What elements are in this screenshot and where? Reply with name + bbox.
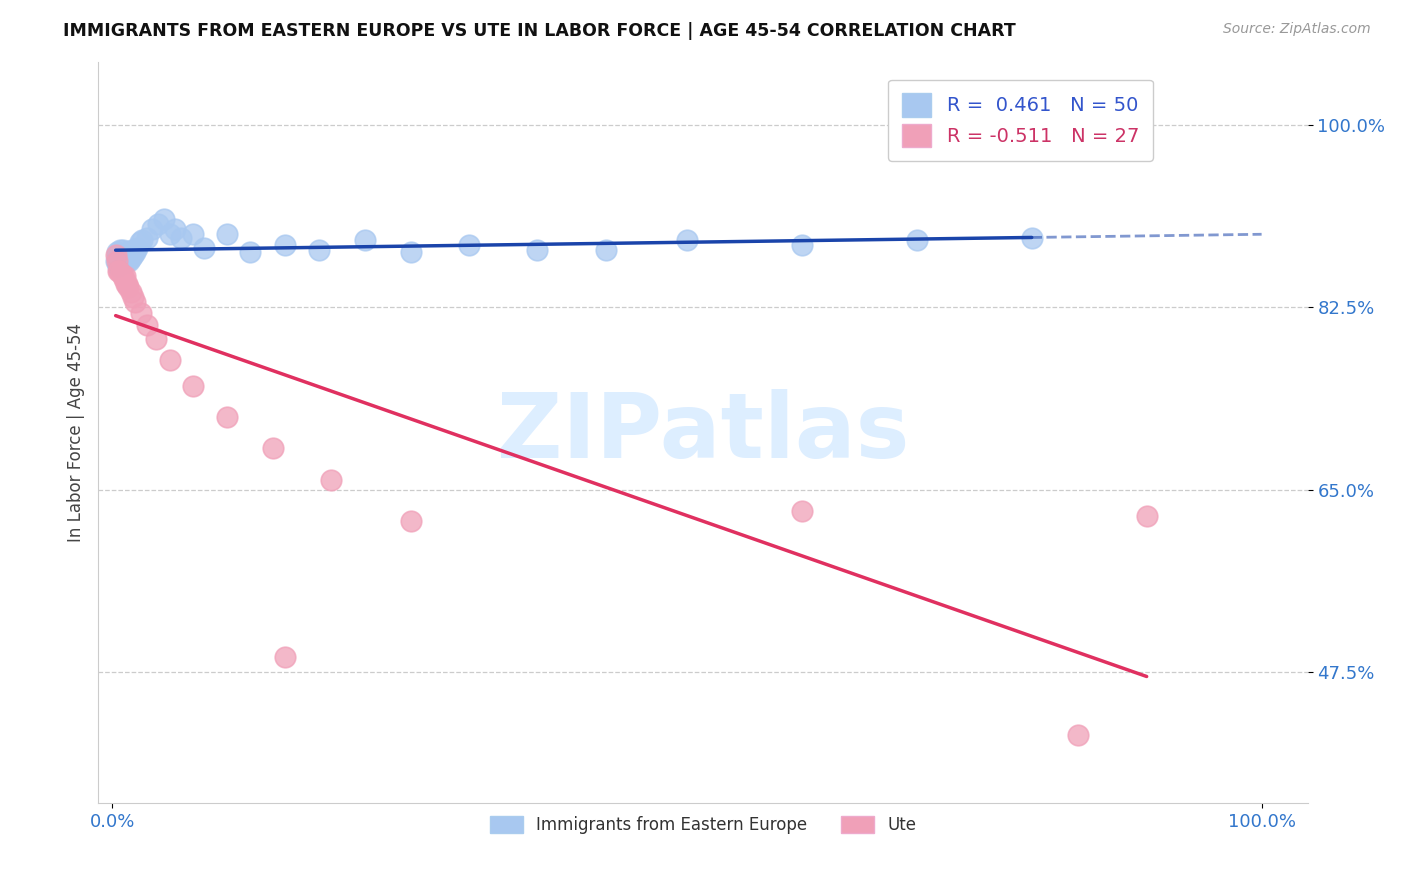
Point xyxy=(1021,230,1043,244)
Point xyxy=(114,252,136,266)
Point xyxy=(115,277,138,291)
Point xyxy=(117,279,139,293)
Point xyxy=(135,318,157,333)
Point xyxy=(122,290,145,304)
Point xyxy=(112,248,135,262)
Point xyxy=(159,227,181,242)
Point xyxy=(526,243,548,257)
Point xyxy=(111,253,134,268)
Point xyxy=(120,252,142,266)
Point xyxy=(105,253,128,268)
Point xyxy=(181,227,204,242)
Point xyxy=(105,245,128,260)
Point xyxy=(104,248,127,262)
Point xyxy=(273,238,295,252)
Point xyxy=(110,252,132,266)
Point xyxy=(141,222,163,236)
Point xyxy=(193,241,215,255)
Point xyxy=(115,245,138,260)
Point xyxy=(128,235,150,249)
Point xyxy=(124,295,146,310)
Point xyxy=(1136,509,1159,524)
Point xyxy=(135,230,157,244)
Point xyxy=(115,253,138,268)
Point xyxy=(110,255,132,269)
Point xyxy=(118,245,141,260)
Point xyxy=(111,269,134,284)
Point xyxy=(115,277,138,291)
Point xyxy=(790,504,813,518)
Point xyxy=(676,233,699,247)
Text: IMMIGRANTS FROM EASTERN EUROPE VS UTE IN LABOR FORCE | AGE 45-54 CORRELATION CHA: IMMIGRANTS FROM EASTERN EUROPE VS UTE IN… xyxy=(63,22,1017,40)
Point xyxy=(108,255,131,269)
Point xyxy=(110,247,132,261)
Point xyxy=(217,227,239,242)
Point xyxy=(112,272,135,286)
Point xyxy=(181,378,204,392)
Point xyxy=(114,269,136,284)
Point xyxy=(399,245,422,260)
Legend: Immigrants from Eastern Europe, Ute: Immigrants from Eastern Europe, Ute xyxy=(481,808,925,843)
Point xyxy=(129,306,152,320)
Point xyxy=(457,238,479,252)
Point xyxy=(107,264,129,278)
Text: Source: ZipAtlas.com: Source: ZipAtlas.com xyxy=(1223,22,1371,37)
Point xyxy=(239,245,262,260)
Point xyxy=(399,514,422,528)
Point xyxy=(112,255,135,269)
Point xyxy=(1067,728,1090,742)
Point xyxy=(595,243,617,257)
Point xyxy=(308,243,330,257)
Point xyxy=(115,248,138,262)
Point xyxy=(148,217,170,231)
Point xyxy=(127,241,149,255)
Point xyxy=(153,211,176,226)
Point xyxy=(145,332,167,346)
Point xyxy=(354,233,377,247)
Point xyxy=(262,442,284,456)
Point xyxy=(170,230,193,244)
Point xyxy=(131,233,153,247)
Point xyxy=(121,243,143,257)
Point xyxy=(790,238,813,252)
Text: ZIPatlas: ZIPatlas xyxy=(496,389,910,476)
Point xyxy=(905,233,928,247)
Point xyxy=(165,222,187,236)
Point xyxy=(108,264,131,278)
Point xyxy=(319,473,342,487)
Point xyxy=(159,352,181,367)
Point xyxy=(108,247,131,261)
Point xyxy=(217,409,239,424)
Point xyxy=(110,266,132,280)
Point xyxy=(122,248,145,262)
Point xyxy=(107,259,129,273)
Point xyxy=(120,285,142,299)
Y-axis label: In Labor Force | Age 45-54: In Labor Force | Age 45-54 xyxy=(66,323,84,542)
Point xyxy=(273,649,295,664)
Point xyxy=(107,248,129,262)
Point xyxy=(104,253,127,268)
Point xyxy=(110,243,132,257)
Point xyxy=(118,253,141,268)
Point xyxy=(111,243,134,257)
Point xyxy=(124,245,146,260)
Point xyxy=(117,252,139,266)
